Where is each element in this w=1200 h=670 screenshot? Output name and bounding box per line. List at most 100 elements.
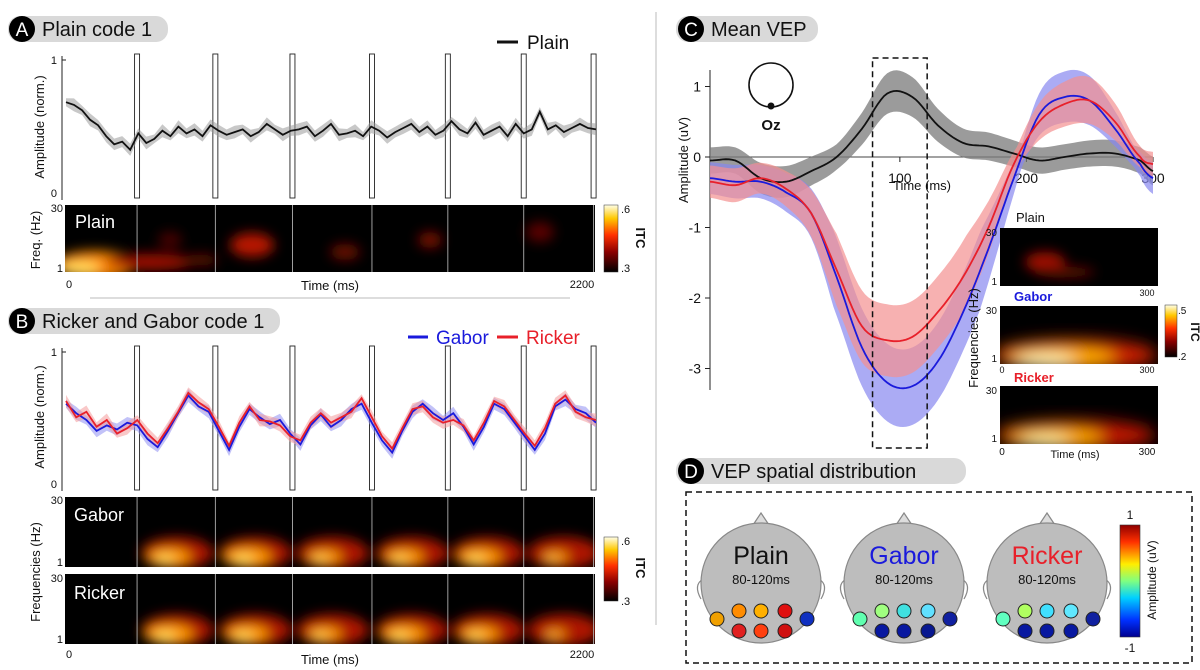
electrode-dot [731, 623, 747, 639]
c-colorbar-max: .5 [1178, 306, 1187, 317]
a-xlabel: Time (ms) [301, 278, 359, 293]
panel-a-header-bg [8, 16, 168, 42]
c-itc-ylabel: Frequencies (Hz) [966, 288, 981, 388]
c-xlabel: Time (ms) [893, 178, 951, 193]
c-time-window-box [871, 57, 928, 449]
a-itc-heatmap [65, 205, 595, 272]
a-itc-ytick-1: 1 [57, 263, 63, 275]
c-itc-ricker-ytick-30: 30 [986, 386, 998, 397]
b-itc-ricker-ytick-1: 1 [57, 634, 63, 646]
b-itc-gabor-heatmap [65, 497, 595, 567]
electrode-dot [852, 611, 868, 627]
b-itc-ricker-heatmap [65, 574, 595, 644]
c-plain-series-line [709, 89, 1154, 184]
b-xlabel: Time (ms) [301, 652, 359, 667]
a-colorbar-max: .6 [621, 204, 630, 216]
electrode-dot [896, 603, 912, 619]
panel-a-letter-badge [9, 16, 35, 42]
flash-marker [289, 345, 296, 491]
panel-c-letter-badge [678, 16, 704, 42]
electrode-dot [1017, 603, 1033, 619]
b-ricker-confidence-band [66, 387, 596, 455]
c-xtick-label: 200 [1015, 170, 1039, 186]
flash-marker [520, 53, 527, 199]
flash-marker [520, 345, 527, 491]
panel-b-letter: B [16, 312, 29, 333]
c-ylabel: Amplitude (uV) [676, 117, 691, 203]
c-itc-gabor-heatmap [1000, 306, 1158, 364]
a-flash-markers [134, 53, 597, 199]
b-colorbar-max: .6 [621, 536, 630, 548]
electrode-dot [799, 611, 815, 627]
b-itc-flash-lines [136, 497, 595, 644]
d-topography-heads: Plain 80-120ms Gabor 80-120ms Ricker 80-120ms [696, 511, 1112, 644]
c-itc-plain-label: Plain [1016, 210, 1045, 225]
b-itc-ylabel: Frequencies (Hz) [28, 522, 43, 622]
b-xtick-2200: 2200 [570, 649, 594, 661]
legend-plain-label: Plain [527, 33, 569, 54]
panel-c-letter: C [684, 20, 698, 41]
b-colorbar [603, 536, 619, 602]
electrode-dot [995, 611, 1011, 627]
a-itc-row-label: Plain [75, 212, 115, 232]
c-y-ticks: 1 0 -1 -2 -3 [689, 79, 710, 377]
electrode-dot [942, 611, 958, 627]
b-gabor-series-line [65, 393, 597, 455]
electrode-dot [777, 603, 793, 619]
c-ytick-label: -1 [689, 220, 702, 236]
c-ricker-confidence-band [710, 75, 1153, 378]
panel-b-header-bg [8, 308, 280, 334]
electrode-dot [1063, 603, 1079, 619]
panel-b-letter-badge [9, 308, 35, 334]
a-ytick-0: 0 [51, 188, 57, 200]
topo-label: Plain [733, 542, 789, 570]
electrode-dot [920, 623, 936, 639]
topo-window: 80-120ms [875, 572, 933, 587]
panel-c: C Mean VEP Amplitude (uV) 10-1-2-3 100 20… [676, 16, 1200, 461]
a-colorbar-min: .3 [621, 263, 630, 275]
panel-d-letter: D [684, 462, 698, 483]
a-colorbar-label: ITC [633, 228, 648, 250]
d-dashed-frame [685, 491, 1193, 664]
panel-a: A Plain code 1 Plain Amplitude (norm.) 1… [8, 16, 648, 299]
head-nose-icon [1038, 511, 1056, 526]
legend-gabor-label: Gabor [436, 328, 489, 349]
a-xtick-2200: 2200 [570, 279, 594, 291]
electrode-dot [1063, 623, 1079, 639]
c-itc-gabor-xtick-300: 300 [1139, 365, 1154, 375]
c-itc-ricker-heatmap [1000, 386, 1158, 444]
c-itc-gabor-xtick-0: 0 [999, 365, 1004, 375]
electrode-label: Oz [761, 117, 780, 134]
c-itc-ricker-ytick-1: 1 [991, 434, 997, 445]
legend-ricker-label: Ricker [526, 328, 581, 349]
panel-d: D VEP spatial distribution Plain 80-120ms… [676, 458, 1193, 664]
b-ylabel: Amplitude (norm.) [32, 365, 47, 468]
d-colorbar-min: -1 [1125, 641, 1136, 655]
topo-label: Ricker [1012, 542, 1083, 570]
electrode-head-icon [748, 62, 794, 108]
electrode-dot-icon [767, 102, 775, 110]
c-itc-ricker-xtick-300: 300 [1139, 447, 1156, 458]
panel-c-header-bg [676, 16, 818, 42]
a-plain-series-line [65, 101, 597, 152]
a-plain-confidence-band [66, 98, 596, 156]
panel-a-title: Plain code 1 [42, 19, 152, 41]
c-itc-plain-ytick-1: 1 [991, 277, 997, 288]
electrode-dot [1039, 603, 1055, 619]
electrode-dot [896, 623, 912, 639]
d-colorbar [1119, 524, 1141, 638]
head-nose-icon [752, 511, 770, 526]
a-itc-ylabel: Freq. (Hz) [28, 211, 43, 270]
electrode-dot [920, 603, 936, 619]
a-colorbar [603, 204, 619, 273]
c-xtick-label: 100 [888, 170, 912, 186]
electrode-dot [874, 623, 890, 639]
d-colorbar-label: Amplitude (uV) [1145, 540, 1159, 619]
electrode-dot [1039, 623, 1055, 639]
panel-b: B Ricker and Gabor code 1 Gabor Ricker A… [8, 308, 648, 667]
b-itc-ricker-ytick-30: 30 [51, 573, 63, 585]
flash-marker [134, 53, 141, 199]
a-itc-flash-lines [136, 205, 595, 272]
c-colorbar [1164, 304, 1178, 358]
